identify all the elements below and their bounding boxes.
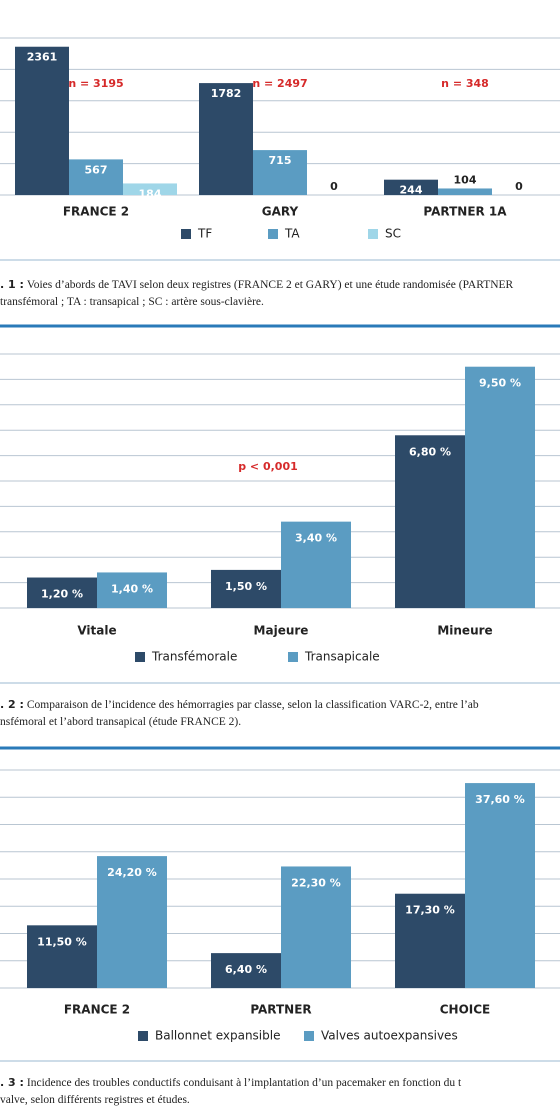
data-label: 1,20 % bbox=[41, 588, 83, 601]
data-label: 1,50 % bbox=[225, 580, 267, 593]
annotation: n = 2497 bbox=[252, 77, 307, 90]
data-label: 9,50 % bbox=[479, 377, 521, 390]
bar bbox=[97, 856, 167, 988]
caption-label: . 2 : bbox=[0, 698, 24, 711]
legend-label: Valves autoexpansives bbox=[321, 1029, 458, 1043]
caption-line: transfémoral ; TA : transapical ; SC : a… bbox=[0, 296, 264, 308]
bar bbox=[97, 572, 167, 608]
caption-text: transfémoral ; TA : transapical ; SC : a… bbox=[0, 296, 264, 308]
bar bbox=[211, 953, 281, 988]
legend-swatch bbox=[138, 1031, 148, 1041]
data-label: 24,20 % bbox=[107, 866, 157, 879]
data-label: 6,80 % bbox=[409, 445, 451, 458]
caption-line: . 3 : Incidence des troubles conductifs c… bbox=[0, 1076, 462, 1089]
bar bbox=[27, 925, 97, 988]
data-label: 567 bbox=[85, 163, 108, 176]
data-label: 0 bbox=[515, 180, 523, 193]
legend-label: TF bbox=[197, 227, 212, 241]
caption-label: . 3 : bbox=[0, 1076, 24, 1089]
legend-label: TA bbox=[284, 227, 300, 241]
bar bbox=[15, 46, 69, 195]
data-label: 6,40 % bbox=[225, 963, 267, 976]
bar bbox=[438, 188, 492, 195]
caption-label: . 1 : bbox=[0, 278, 24, 291]
caption-text: Comparaison de l’incidence des hémorragi… bbox=[27, 699, 479, 711]
bar bbox=[69, 159, 123, 195]
data-label: 244 bbox=[400, 184, 423, 197]
data-label: 37,60 % bbox=[475, 793, 525, 806]
bar bbox=[465, 783, 535, 988]
legend-label: Transapicale bbox=[304, 650, 380, 664]
annotation: n = 348 bbox=[441, 77, 489, 90]
bar bbox=[253, 150, 307, 195]
bar bbox=[123, 183, 177, 195]
bar bbox=[211, 569, 281, 608]
caption-text: nsfémoral et l’abord transapical (étude … bbox=[0, 716, 241, 728]
caption-text: Voies d’abords de TAVI selon deux regist… bbox=[27, 279, 514, 291]
data-label: 22,30 % bbox=[291, 876, 341, 889]
bar bbox=[384, 179, 438, 195]
bar bbox=[465, 366, 535, 608]
x-tick-label: Vitale bbox=[77, 624, 116, 638]
data-label: 104 bbox=[454, 173, 477, 186]
bar bbox=[27, 577, 97, 608]
bar bbox=[199, 83, 253, 195]
annotation: p < 0,001 bbox=[238, 460, 298, 473]
bar bbox=[281, 866, 351, 988]
caption-line: . 2 : Comparaison de l’incidence des hémo… bbox=[0, 698, 479, 711]
bar bbox=[395, 435, 465, 608]
annotation: n = 3195 bbox=[68, 77, 123, 90]
x-tick-label: FRANCE 2 bbox=[64, 1003, 130, 1017]
data-label: 3,40 % bbox=[295, 532, 337, 545]
legend-label: Transfémorale bbox=[151, 650, 237, 664]
legend-swatch bbox=[304, 1031, 314, 1041]
data-label: 1782 bbox=[211, 87, 242, 100]
legend-swatch bbox=[135, 652, 145, 662]
bar bbox=[395, 893, 465, 988]
bar bbox=[281, 521, 351, 608]
caption-text: Incidence des troubles conductifs condui… bbox=[27, 1077, 462, 1089]
data-label: 11,50 % bbox=[37, 935, 87, 948]
x-tick-label: CHOICE bbox=[440, 1003, 491, 1017]
x-tick-label: FRANCE 2 bbox=[63, 205, 129, 219]
caption-text: valve, selon différents registres et étu… bbox=[0, 1094, 190, 1106]
legend-label: SC bbox=[385, 227, 401, 241]
legend-label: Ballonnet expansible bbox=[155, 1029, 280, 1043]
legend-swatch bbox=[368, 229, 378, 239]
data-label: 184 bbox=[139, 187, 162, 200]
caption-line: nsfémoral et l’abord transapical (étude … bbox=[0, 716, 241, 728]
x-tick-label: Mineure bbox=[437, 624, 492, 638]
caption-line: valve, selon différents registres et étu… bbox=[0, 1094, 190, 1106]
x-tick-label: GARY bbox=[262, 205, 299, 219]
legend-swatch bbox=[288, 652, 298, 662]
legend-swatch bbox=[268, 229, 278, 239]
data-label: 0 bbox=[330, 180, 338, 193]
caption-line: . 1 : Voies d’abords de TAVI selon deux r… bbox=[0, 278, 514, 291]
x-tick-label: Majeure bbox=[254, 624, 309, 638]
data-label: 1,40 % bbox=[111, 582, 153, 595]
data-label: 17,30 % bbox=[405, 904, 455, 917]
data-label: 715 bbox=[269, 154, 292, 167]
x-tick-label: PARTNER 1A bbox=[423, 205, 507, 219]
legend-swatch bbox=[181, 229, 191, 239]
x-tick-label: PARTNER bbox=[250, 1003, 311, 1017]
data-label: 2361 bbox=[27, 51, 58, 64]
